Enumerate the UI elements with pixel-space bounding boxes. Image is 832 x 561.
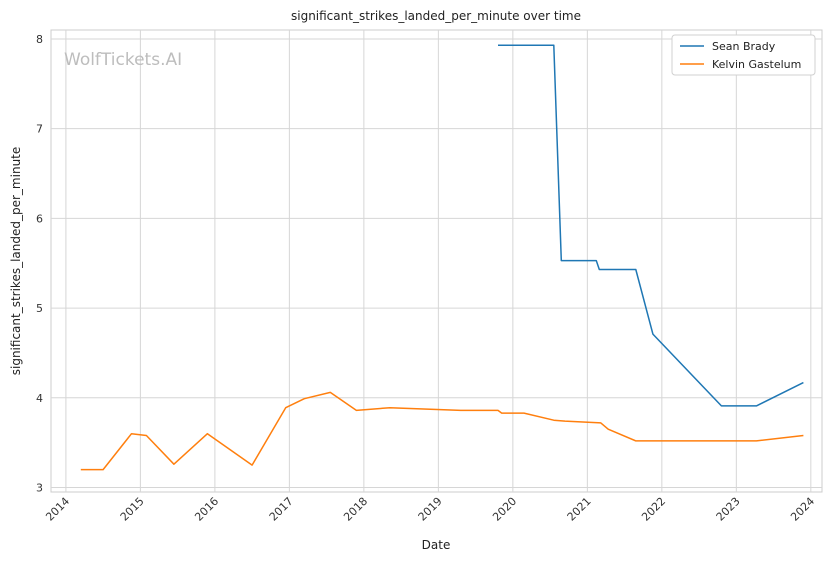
x-tick-label: 2024 xyxy=(788,495,817,524)
y-tick-label: 5 xyxy=(36,302,43,315)
series-line-sean-brady xyxy=(498,44,804,407)
y-tick-label: 3 xyxy=(36,482,43,495)
legend-label-sean-brady: Sean Brady xyxy=(712,40,776,53)
y-tick-label: 8 xyxy=(36,33,43,46)
x-tick-label: 2020 xyxy=(490,495,519,524)
legend-box xyxy=(671,34,816,76)
x-axis-label: Date xyxy=(422,538,451,552)
grid-lines xyxy=(51,30,822,492)
x-tick-label: 2018 xyxy=(341,495,370,524)
legend: Sean Brady Kelvin Gastelum xyxy=(671,34,816,76)
chart-title: significant_strikes_landed_per_minute ov… xyxy=(291,9,581,23)
x-tick-label: 2023 xyxy=(714,495,743,524)
x-tick-label: 2021 xyxy=(565,495,594,524)
y-tick-label: 7 xyxy=(36,123,43,136)
x-tick-label: 2015 xyxy=(118,495,147,524)
watermark-text: WolfTickets.AI xyxy=(64,50,182,70)
x-tick-label: 2014 xyxy=(43,495,72,524)
y-axis-label: significant_strikes_landed_per_minute xyxy=(9,147,23,376)
y-tick-label: 4 xyxy=(36,392,43,405)
x-tick-label: 2017 xyxy=(267,495,296,524)
x-tick-label: 2016 xyxy=(192,495,221,524)
plot-area xyxy=(50,29,823,493)
series-lines xyxy=(80,44,804,471)
series-line-kelvin-gastelum xyxy=(80,391,804,471)
x-tick-label: 2022 xyxy=(639,495,668,524)
y-tick-label: 6 xyxy=(36,212,43,225)
y-tick-labels: 3 4 5 6 7 8 xyxy=(36,33,43,495)
x-tick-labels: 2014 2015 2016 2017 2018 2019 2020 2021 2022 2023… xyxy=(43,495,817,524)
legend-label-kelvin-gastelum: Kelvin Gastelum xyxy=(712,58,801,71)
x-tick-label: 2019 xyxy=(416,495,445,524)
